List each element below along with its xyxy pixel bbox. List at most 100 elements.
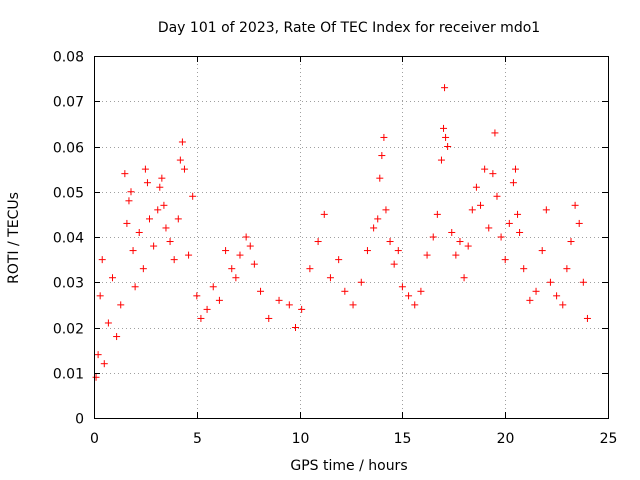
data-point	[156, 183, 164, 191]
data-point	[306, 265, 314, 273]
data-point	[326, 274, 334, 282]
x-tick-label: 0	[90, 431, 99, 447]
data-point	[481, 165, 489, 173]
data-point	[452, 251, 460, 259]
data-point	[437, 156, 445, 164]
data-point	[526, 296, 534, 304]
x-axis-label: GPS time / hours	[290, 458, 407, 474]
data-point	[516, 228, 524, 236]
data-point	[520, 265, 528, 273]
x-tick-label: 25	[600, 431, 618, 447]
data-point	[285, 301, 293, 309]
data-point	[314, 238, 322, 246]
data-point	[382, 206, 390, 214]
data-point	[98, 256, 106, 264]
y-axis-label: ROTI / TECUs	[6, 192, 22, 284]
x-tick-label: 5	[193, 431, 202, 447]
data-point	[162, 224, 170, 232]
y-tick-label: 0.04	[53, 231, 84, 247]
data-point	[176, 156, 184, 164]
data-point	[92, 373, 100, 381]
data-point	[246, 242, 254, 250]
data-point	[298, 305, 306, 313]
data-point	[174, 215, 182, 223]
data-point	[129, 247, 137, 255]
data-point	[386, 238, 394, 246]
plot-frame	[94, 56, 609, 419]
data-point	[335, 256, 343, 264]
data-point	[583, 314, 591, 322]
data-point	[567, 238, 575, 246]
data-point	[232, 274, 240, 282]
data-point	[209, 283, 217, 291]
data-point	[257, 287, 265, 295]
data-point	[349, 301, 357, 309]
data-point	[468, 206, 476, 214]
data-point	[553, 292, 561, 300]
data-point	[505, 219, 513, 227]
data-points-layer	[92, 84, 591, 381]
data-point	[170, 256, 178, 264]
data-point	[456, 238, 464, 246]
data-point	[275, 296, 283, 304]
data-point	[180, 165, 188, 173]
data-point	[460, 274, 468, 282]
data-point	[417, 287, 425, 295]
data-point	[477, 201, 485, 209]
data-point	[131, 283, 139, 291]
data-point	[215, 296, 223, 304]
data-point	[113, 333, 121, 341]
data-point	[109, 274, 117, 282]
data-point	[472, 183, 480, 191]
data-point	[493, 192, 501, 200]
data-point	[185, 251, 193, 259]
data-point	[158, 174, 166, 182]
data-point	[203, 305, 211, 313]
data-point	[178, 138, 186, 146]
x-tick-label: 15	[394, 431, 412, 447]
data-point	[143, 179, 151, 187]
data-point	[117, 301, 125, 309]
y-tick-label: 0.03	[53, 276, 84, 292]
data-point	[497, 233, 505, 241]
y-tick-label: 0.02	[53, 322, 84, 338]
data-point	[559, 301, 567, 309]
data-point	[390, 260, 398, 268]
data-point	[100, 360, 108, 368]
data-point	[511, 165, 519, 173]
data-point	[440, 124, 448, 132]
data-point	[320, 210, 328, 218]
data-point	[405, 292, 413, 300]
data-point	[265, 314, 273, 322]
data-point	[236, 251, 244, 259]
data-point	[242, 233, 250, 241]
data-point	[135, 228, 143, 236]
data-point	[160, 201, 168, 209]
data-point	[378, 152, 386, 160]
data-point	[376, 174, 384, 182]
data-point	[121, 170, 129, 178]
tick-layer: 0 0.01 0.02 0.03 0.04 0.05 0.06 0.07 0.08 0 5 10 15 2…	[53, 50, 618, 448]
y-tick-label: 0.05	[53, 186, 84, 202]
data-point	[139, 265, 147, 273]
data-point	[197, 314, 205, 322]
data-point	[94, 351, 102, 359]
data-point	[104, 319, 112, 327]
chart-title: Day 101 of 2023, Rate Of TEC Index for r…	[158, 20, 540, 36]
data-point	[370, 224, 378, 232]
data-point	[538, 247, 546, 255]
data-point	[398, 283, 406, 291]
data-point	[123, 219, 131, 227]
y-tick-label: 0	[75, 412, 84, 428]
data-point	[125, 197, 133, 205]
data-point	[394, 247, 402, 255]
data-point	[489, 170, 497, 178]
data-point	[291, 324, 299, 331]
data-point	[514, 210, 522, 218]
data-point	[491, 129, 499, 137]
data-point	[374, 215, 382, 223]
data-point	[250, 260, 258, 268]
data-point	[154, 206, 162, 214]
data-point	[166, 238, 174, 246]
data-point	[501, 256, 509, 264]
